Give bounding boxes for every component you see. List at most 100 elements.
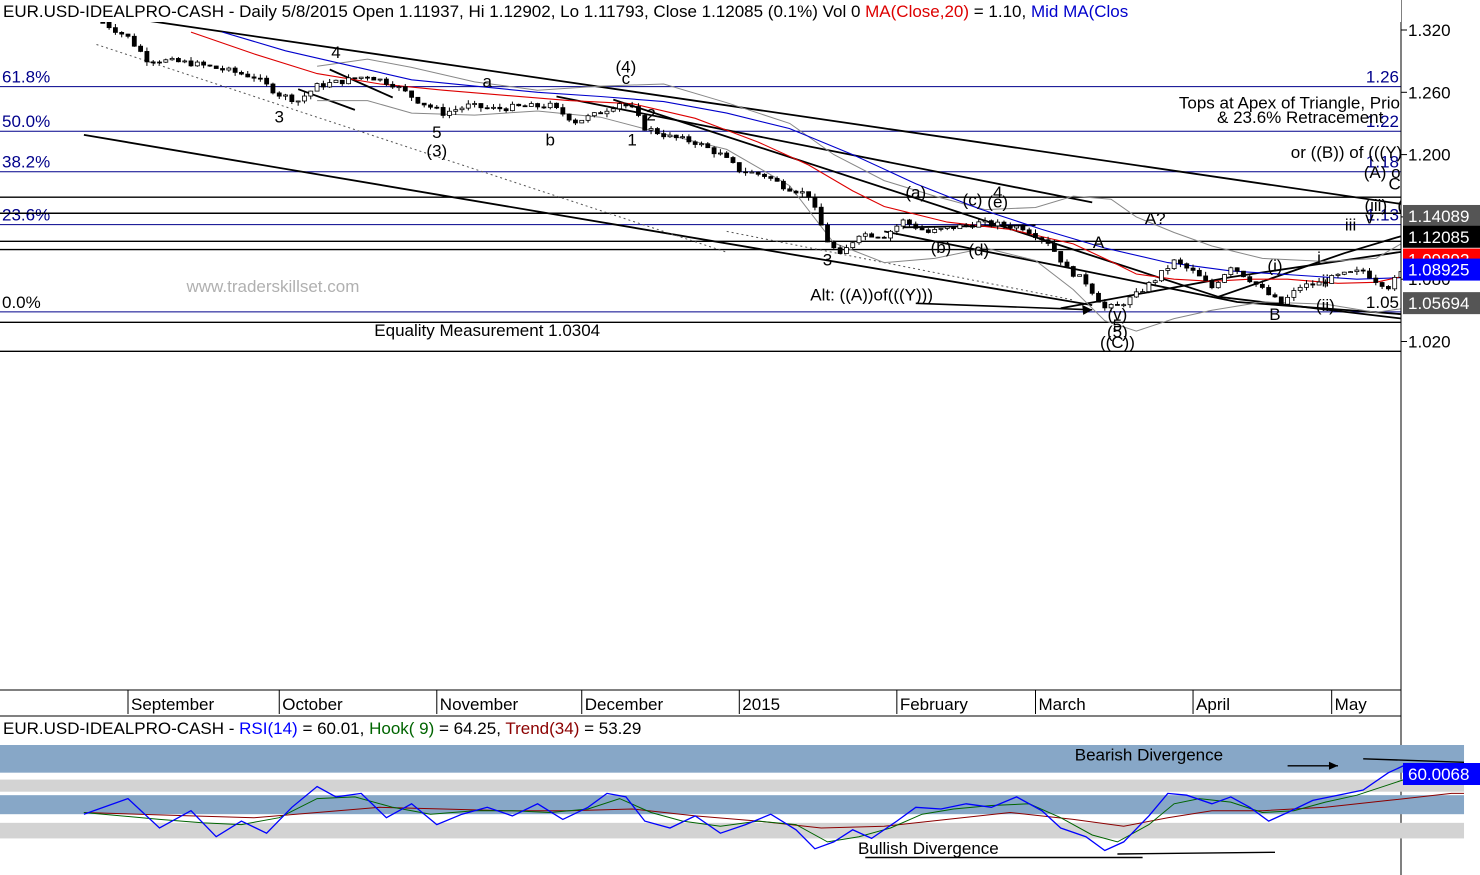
hook-value: = 64.25,	[434, 719, 505, 738]
wave-label-19: A?	[1145, 209, 1166, 228]
price-bar-body-34	[339, 79, 345, 85]
price-bar-body-140	[1007, 225, 1013, 229]
price-bar-body-25	[283, 94, 288, 97]
wave-label-31: B	[1269, 305, 1280, 324]
price-tag-label-3: 1.08925	[1408, 261, 1469, 280]
price-bar-body-128	[932, 229, 938, 233]
price-bar-body-101	[762, 173, 767, 177]
price-bar-body-151	[1077, 274, 1083, 277]
price-bar-body-197	[1367, 270, 1372, 279]
wave-label-14: (e)	[987, 193, 1008, 212]
price-bar-body-28	[302, 95, 307, 102]
price-bar-body-32	[327, 82, 333, 88]
time-tick-label-0: September	[131, 695, 214, 714]
price-bar-body-78	[617, 103, 622, 110]
bollinger-upper-line	[317, 58, 1465, 263]
fib-right-label-1: 1.26	[1366, 68, 1399, 87]
price-bar-body-119	[875, 236, 881, 239]
price-bar-body-29	[308, 90, 314, 97]
price-bar-body-110	[818, 206, 824, 226]
price-bar-body-148	[1058, 251, 1064, 263]
wave-label-7: 5	[432, 123, 441, 142]
price-bar-body-73	[585, 115, 591, 121]
rsi-label: RSI(14)	[239, 719, 298, 738]
price-bar-body-126	[919, 227, 925, 231]
price-bar-body-6	[163, 59, 169, 63]
rsi-panel: Bearish Divergence Bullish Divergence EUR…	[0, 715, 1480, 859]
price-bar-body-23	[270, 83, 276, 94]
price-bar-body-164	[1159, 270, 1164, 282]
price-bar-body-81	[636, 106, 641, 116]
price-bar-body-138	[995, 221, 1001, 227]
alt-arrow-line	[915, 302, 1093, 311]
price-bar-body-121	[888, 230, 893, 239]
wave-label-4: (4)	[615, 58, 636, 77]
price-bar-body-4	[150, 61, 156, 64]
trendline-8	[297, 88, 356, 111]
price-bar-body-181	[1266, 287, 1272, 296]
price-bar-body-104	[781, 180, 786, 190]
price-bar-body-12	[201, 61, 207, 66]
price-bar-body-124	[907, 219, 912, 225]
price-bar-body-195	[1354, 269, 1360, 273]
price-bar-body-54	[465, 103, 471, 109]
wave-label-30: (ii)	[1316, 296, 1335, 315]
price-bar-body-64	[528, 103, 534, 107]
price-bar-body-145	[1039, 237, 1045, 241]
price-bar-body-170	[1196, 269, 1202, 277]
wave-label-34: (5)	[1107, 322, 1128, 341]
price-bar-body-172	[1209, 280, 1215, 289]
price-bar-body-41	[383, 78, 389, 85]
price-bar-body-16	[226, 67, 232, 71]
price-bar-body-106	[793, 190, 799, 194]
price-bar-body-7	[169, 58, 175, 61]
time-tick-label-5: February	[900, 695, 969, 714]
price-bar-body-144	[1033, 233, 1038, 239]
price-bar-body-99	[749, 171, 755, 174]
price-bar-body-163	[1152, 280, 1158, 283]
price-bar-body-193	[1341, 271, 1347, 275]
trend-line	[83, 792, 1464, 829]
price-bar-body-107	[799, 191, 805, 194]
fib-right-label-3: 1.18	[1366, 153, 1399, 172]
wave-label-27: i	[1317, 249, 1321, 268]
price-bar-body-150	[1070, 266, 1076, 277]
wave-label-18: A	[1093, 233, 1105, 252]
price-bar-body-135	[976, 221, 982, 228]
trend-value: = 53.29	[579, 719, 641, 738]
wave-label-15: (b)	[931, 238, 952, 257]
price-bar-body-146	[1045, 239, 1051, 244]
price-bar-body--2	[112, 27, 118, 33]
price-bar-body-127	[925, 229, 931, 233]
wave-label-21: C	[1389, 174, 1401, 193]
chart-header: EUR.USD-IDEALPRO-CASH - Daily 5/8/2015 O…	[0, 0, 1401, 22]
price-bar-body-72	[579, 119, 585, 124]
price-bar-body-77	[610, 108, 616, 112]
price-bar-body-162	[1146, 282, 1152, 292]
price-bar-body-201	[1392, 276, 1398, 290]
header-title: EUR.USD-IDEALPRO-CASH - Daily 5/8/2015 O…	[3, 2, 1128, 21]
price-bar-body--1	[119, 32, 125, 35]
price-bar-body-125	[913, 223, 919, 229]
price-bar-body-82	[642, 115, 648, 131]
rsi-annotations: Bearish Divergence Bullish Divergence	[858, 746, 1465, 859]
price-bar-body-198	[1373, 277, 1379, 283]
price-bar-body-59	[497, 106, 503, 110]
price-bar-body-43	[396, 86, 402, 89]
rsi-band-0	[0, 745, 1465, 773]
price-bar-body-189	[1316, 281, 1322, 286]
price-bar-body-178	[1247, 276, 1253, 283]
price-bar-body-147	[1051, 243, 1057, 252]
price-bar-body-79	[623, 103, 629, 107]
header-mid-ma-label: Mid MA(Clos	[1031, 2, 1128, 21]
price-bar-body-57	[484, 107, 490, 110]
price-bar-body-171	[1203, 275, 1209, 281]
price-tag-0	[1403, 204, 1480, 227]
price-bar-body-42	[390, 83, 396, 88]
price-bar-body-9	[182, 60, 188, 63]
price-bar-body-199	[1379, 282, 1385, 287]
time-axis: September October November December 2015 Febr…	[0, 689, 1401, 714]
price-bar-body-169	[1190, 267, 1196, 271]
